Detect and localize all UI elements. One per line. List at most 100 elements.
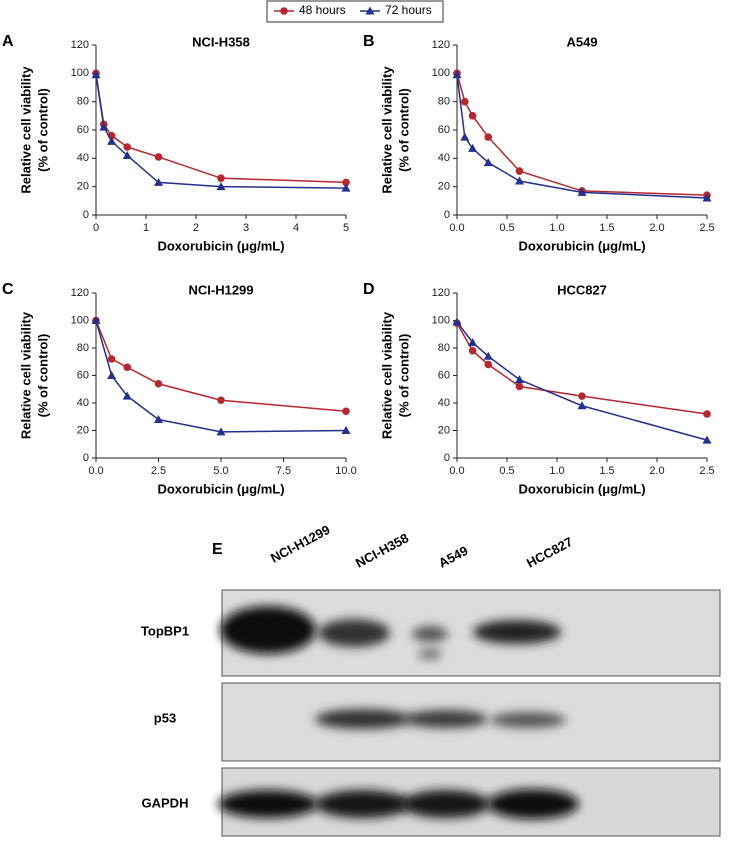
legend-label: 48 hours [299,3,346,17]
x-tick-label: 2.5 [699,222,714,234]
data-point [461,97,469,106]
data-point [515,382,524,391]
y-tick-label: 0 [83,209,89,221]
data-point [217,174,225,182]
y-tick-label: 80 [77,342,89,354]
data-point [107,355,116,363]
data-point [123,363,132,372]
row-label: TopBP1 [141,623,189,638]
y-tick-label: 0 [444,452,450,464]
data-point [122,151,132,159]
y-axis-title: (% of control) [35,334,50,418]
legend-label: 72 hours [385,3,432,17]
data-point [577,187,587,196]
x-axis-title: Doxorubicin (μg/mL) [157,481,284,496]
chart-title: A549 [566,34,597,49]
data-point [468,112,477,120]
panel-letter: E [212,541,223,558]
x-tick-label: 0.0 [449,465,464,477]
lane-label: HCC827 [524,534,575,571]
panel-letter: B [363,33,375,50]
data-point [342,178,350,187]
y-axis-title: Relative cell viability [18,66,33,194]
x-tick-label: 0.5 [499,465,514,477]
x-tick-label: 1.5 [599,465,614,477]
data-point [484,360,493,369]
y-tick-label: 40 [438,152,450,164]
x-tick-label: 0.0 [88,465,103,477]
data-point [452,70,462,79]
data-point [91,316,101,324]
x-tick-label: 0 [93,222,99,234]
y-tick-label: 60 [438,369,450,381]
row-label: p53 [154,710,176,725]
panel-letter: C [2,281,14,298]
y-tick-label: 120 [71,287,89,299]
y-tick-label: 100 [71,67,89,79]
y-tick-label: 120 [432,287,450,299]
y-axis-title: Relative cell viability [379,311,394,439]
y-tick-label: 80 [438,342,450,354]
y-tick-label: 0 [444,209,450,221]
series-line [456,73,708,196]
data-point [122,391,132,400]
data-point [342,407,350,416]
lane-label: NCI-H358 [353,530,411,570]
data-point [154,153,163,161]
lane-label: NCI-H1299 [268,522,332,566]
data-point [123,143,132,151]
legend-box [266,0,444,23]
data-point [468,143,478,152]
data-point [577,401,587,410]
y-tick-label: 40 [77,397,89,409]
x-tick-label: 1.5 [599,222,614,234]
x-tick-label: 7.5 [276,465,291,477]
y-tick-label: 20 [77,181,89,193]
data-point [216,427,226,436]
y-tick-label: 120 [432,39,450,51]
y-tick-label: 80 [438,96,450,108]
data-point [702,193,712,202]
y-tick-label: 60 [77,124,89,136]
y-tick-label: 60 [438,124,450,136]
data-point [515,375,524,384]
data-point [578,392,586,400]
data-point [452,317,462,326]
data-point [702,435,712,444]
y-tick-label: 20 [77,424,89,436]
data-point [483,158,493,167]
data-point [460,132,470,141]
x-axis-title: Doxorubicin (μg/mL) [518,238,645,253]
data-point [99,122,109,131]
data-point [515,167,524,175]
chart-title: NCI-H1299 [188,282,253,297]
x-tick-label: 1.0 [549,465,564,477]
row-label: GAPDH [142,795,189,810]
legend-marker [365,6,375,15]
x-tick-label: 2.5 [699,465,714,477]
y-axis-title: Relative cell viability [18,311,33,439]
lane-label: A549 [436,543,470,571]
data-point [341,183,351,192]
blot-panel [218,589,721,837]
data-point [341,426,351,434]
y-tick-label: 40 [438,397,450,409]
data-point [703,410,711,418]
x-tick-label: 2.0 [649,222,664,234]
panel-letter: D [363,281,375,298]
data-point [468,346,477,355]
x-tick-label: 1 [143,222,149,234]
chart-title: HCC827 [557,282,607,297]
y-tick-label: 60 [77,369,89,381]
y-tick-label: 100 [432,67,450,79]
x-tick-label: 2.5 [151,465,166,477]
data-point [216,182,226,191]
y-tick-label: 40 [77,152,89,164]
panel-letter: A [2,33,14,50]
y-axis-title: (% of control) [396,334,411,418]
x-axis-title: Doxorubicin (μg/mL) [157,238,284,253]
y-tick-label: 20 [438,424,450,436]
y-axis-title: Relative cell viability [379,66,394,194]
x-tick-label: 5 [343,222,349,234]
